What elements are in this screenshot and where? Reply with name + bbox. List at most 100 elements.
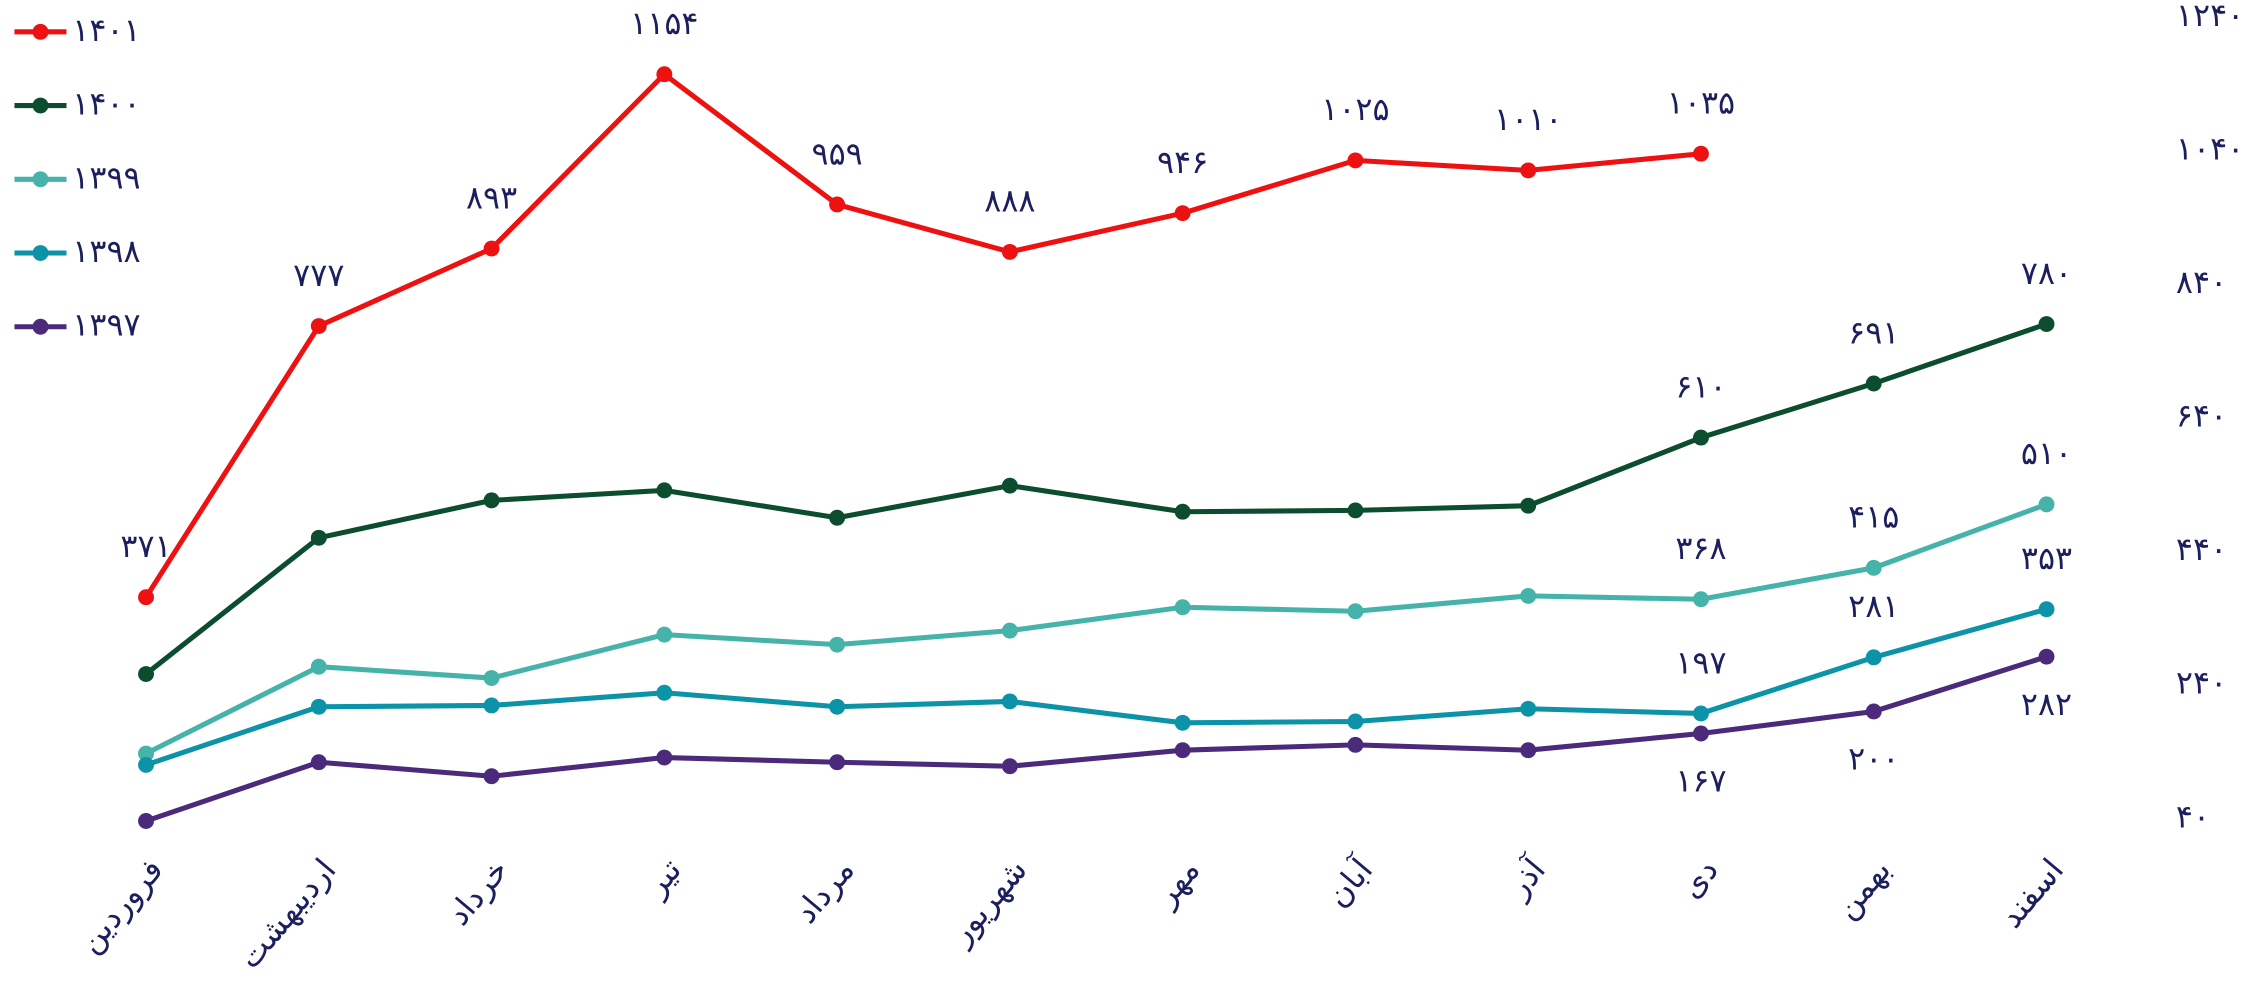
- data-point: [1001, 243, 1018, 260]
- data-point: [829, 636, 846, 653]
- data-point: [1001, 477, 1018, 494]
- data-point: [310, 658, 327, 675]
- data-point: [1693, 429, 1709, 446]
- data-point: [1865, 649, 1882, 666]
- data-point: [829, 196, 846, 213]
- data-point: [1693, 145, 1709, 162]
- data-label: ۳۵۳: [2021, 540, 2072, 577]
- x-tick-label: شهریور: [941, 852, 1035, 954]
- data-label: ۲۸۲: [2021, 686, 2072, 723]
- y-tick-label: ۶۴۰: [2176, 398, 2227, 435]
- data-label: ۱۰۳۵: [1667, 85, 1735, 122]
- data-point: [483, 768, 500, 785]
- data-point: [310, 754, 327, 771]
- data-label: ۱۶۷: [1675, 763, 1726, 800]
- x-tick-label: آذر: [1498, 849, 1554, 906]
- series-line: [144, 321, 2048, 677]
- data-point: [1865, 703, 1882, 720]
- data-label: ۱۱۵۴: [630, 5, 698, 42]
- data-point: [1865, 559, 1882, 576]
- x-tick-label: اردیبهشت: [231, 852, 344, 976]
- data-point: [829, 698, 846, 715]
- data-label: ۹۴۶: [1157, 144, 1208, 181]
- data-point: [483, 670, 500, 687]
- data-point: [829, 754, 846, 771]
- data-label: ۸۹۳: [466, 179, 517, 216]
- legend-dot: [32, 318, 49, 335]
- data-point: [1174, 503, 1191, 520]
- y-tick-label: ۱۰۴۰: [2176, 130, 2244, 167]
- x-tick-label: تیر: [636, 852, 689, 905]
- data-point: [1520, 742, 1537, 759]
- data-point: [2038, 601, 2055, 618]
- legend-dot: [32, 97, 49, 114]
- data-point: [1347, 603, 1364, 620]
- data-point: [1520, 162, 1537, 179]
- data-point: [310, 698, 327, 715]
- data-point: [483, 492, 500, 509]
- x-tick-label: فروردین: [71, 852, 170, 961]
- series-line: [143, 71, 1702, 599]
- data-label: ۱۹۷: [1675, 644, 1726, 681]
- x-tick-label: آبان: [1318, 849, 1381, 914]
- data-label: ۱۰۱۰: [1494, 101, 1562, 138]
- data-point: [1174, 742, 1191, 759]
- data-point: [138, 756, 154, 773]
- data-point: [2038, 496, 2055, 513]
- data-point: [1347, 502, 1364, 519]
- series-line: [145, 654, 2048, 824]
- data-point: [656, 482, 673, 499]
- data-point: [138, 813, 154, 829]
- data-label: ۱۰۲۵: [1321, 91, 1389, 128]
- data-point: [1693, 705, 1709, 722]
- y-tick-label: ۱۲۴۰: [2176, 0, 2244, 34]
- data-point: [2038, 316, 2055, 332]
- x-tick-label: اسفند: [1993, 852, 2071, 935]
- y-tick-label: ۴۰: [2176, 798, 2210, 835]
- data-point: [1001, 693, 1018, 710]
- data-label: ۲۰۰: [1848, 741, 1899, 778]
- data-label: ۴۱۵: [1848, 499, 1899, 536]
- data-label: ۲۸۱: [1848, 588, 1899, 625]
- data-label: ۶۱۰: [1675, 368, 1726, 405]
- data-label: ۷۸۰: [2021, 255, 2072, 292]
- data-label: ۵۱۰: [2021, 435, 2072, 472]
- legend-dot: [32, 245, 49, 261]
- legend-dot: [32, 171, 49, 188]
- x-tick-label: مهر: [1146, 852, 1207, 915]
- series-line: [144, 502, 2048, 756]
- legend-dot: [32, 23, 49, 40]
- data-point: [656, 626, 673, 643]
- legend-label: ۱۳۹۸: [72, 233, 140, 270]
- legend-label: ۱۴۰۱: [72, 12, 140, 49]
- data-point: [1520, 700, 1537, 717]
- data-point: [1174, 714, 1191, 731]
- data-point: [310, 529, 327, 546]
- data-point: [1347, 736, 1364, 753]
- data-point: [138, 666, 154, 683]
- data-label: ۷۷۷: [293, 257, 344, 294]
- data-point: [1347, 152, 1364, 169]
- legend-label: ۱۳۹۷: [72, 307, 140, 344]
- legend-label: ۱۳۹۹: [72, 159, 140, 196]
- y-tick-label: ۸۴۰: [2176, 264, 2227, 301]
- data-point: [138, 589, 154, 606]
- data-point: [1520, 587, 1537, 604]
- data-point: [1693, 591, 1709, 608]
- data-point: [2038, 648, 2055, 665]
- data-point: [483, 240, 500, 257]
- data-point: [1520, 497, 1537, 514]
- data-point: [1174, 205, 1191, 222]
- data-point: [1693, 725, 1709, 742]
- data-point: [310, 318, 327, 334]
- data-point: [1001, 622, 1018, 639]
- x-tick-label: دی: [1672, 852, 1725, 906]
- data-point: [1865, 375, 1882, 392]
- data-point: [138, 745, 154, 762]
- x-tick-label: خرداد: [440, 852, 516, 933]
- data-point: [1001, 758, 1018, 775]
- data-point: [656, 66, 673, 83]
- data-label: ۳۷۱: [120, 528, 171, 565]
- data-label: ۶۹۱: [1848, 314, 1899, 351]
